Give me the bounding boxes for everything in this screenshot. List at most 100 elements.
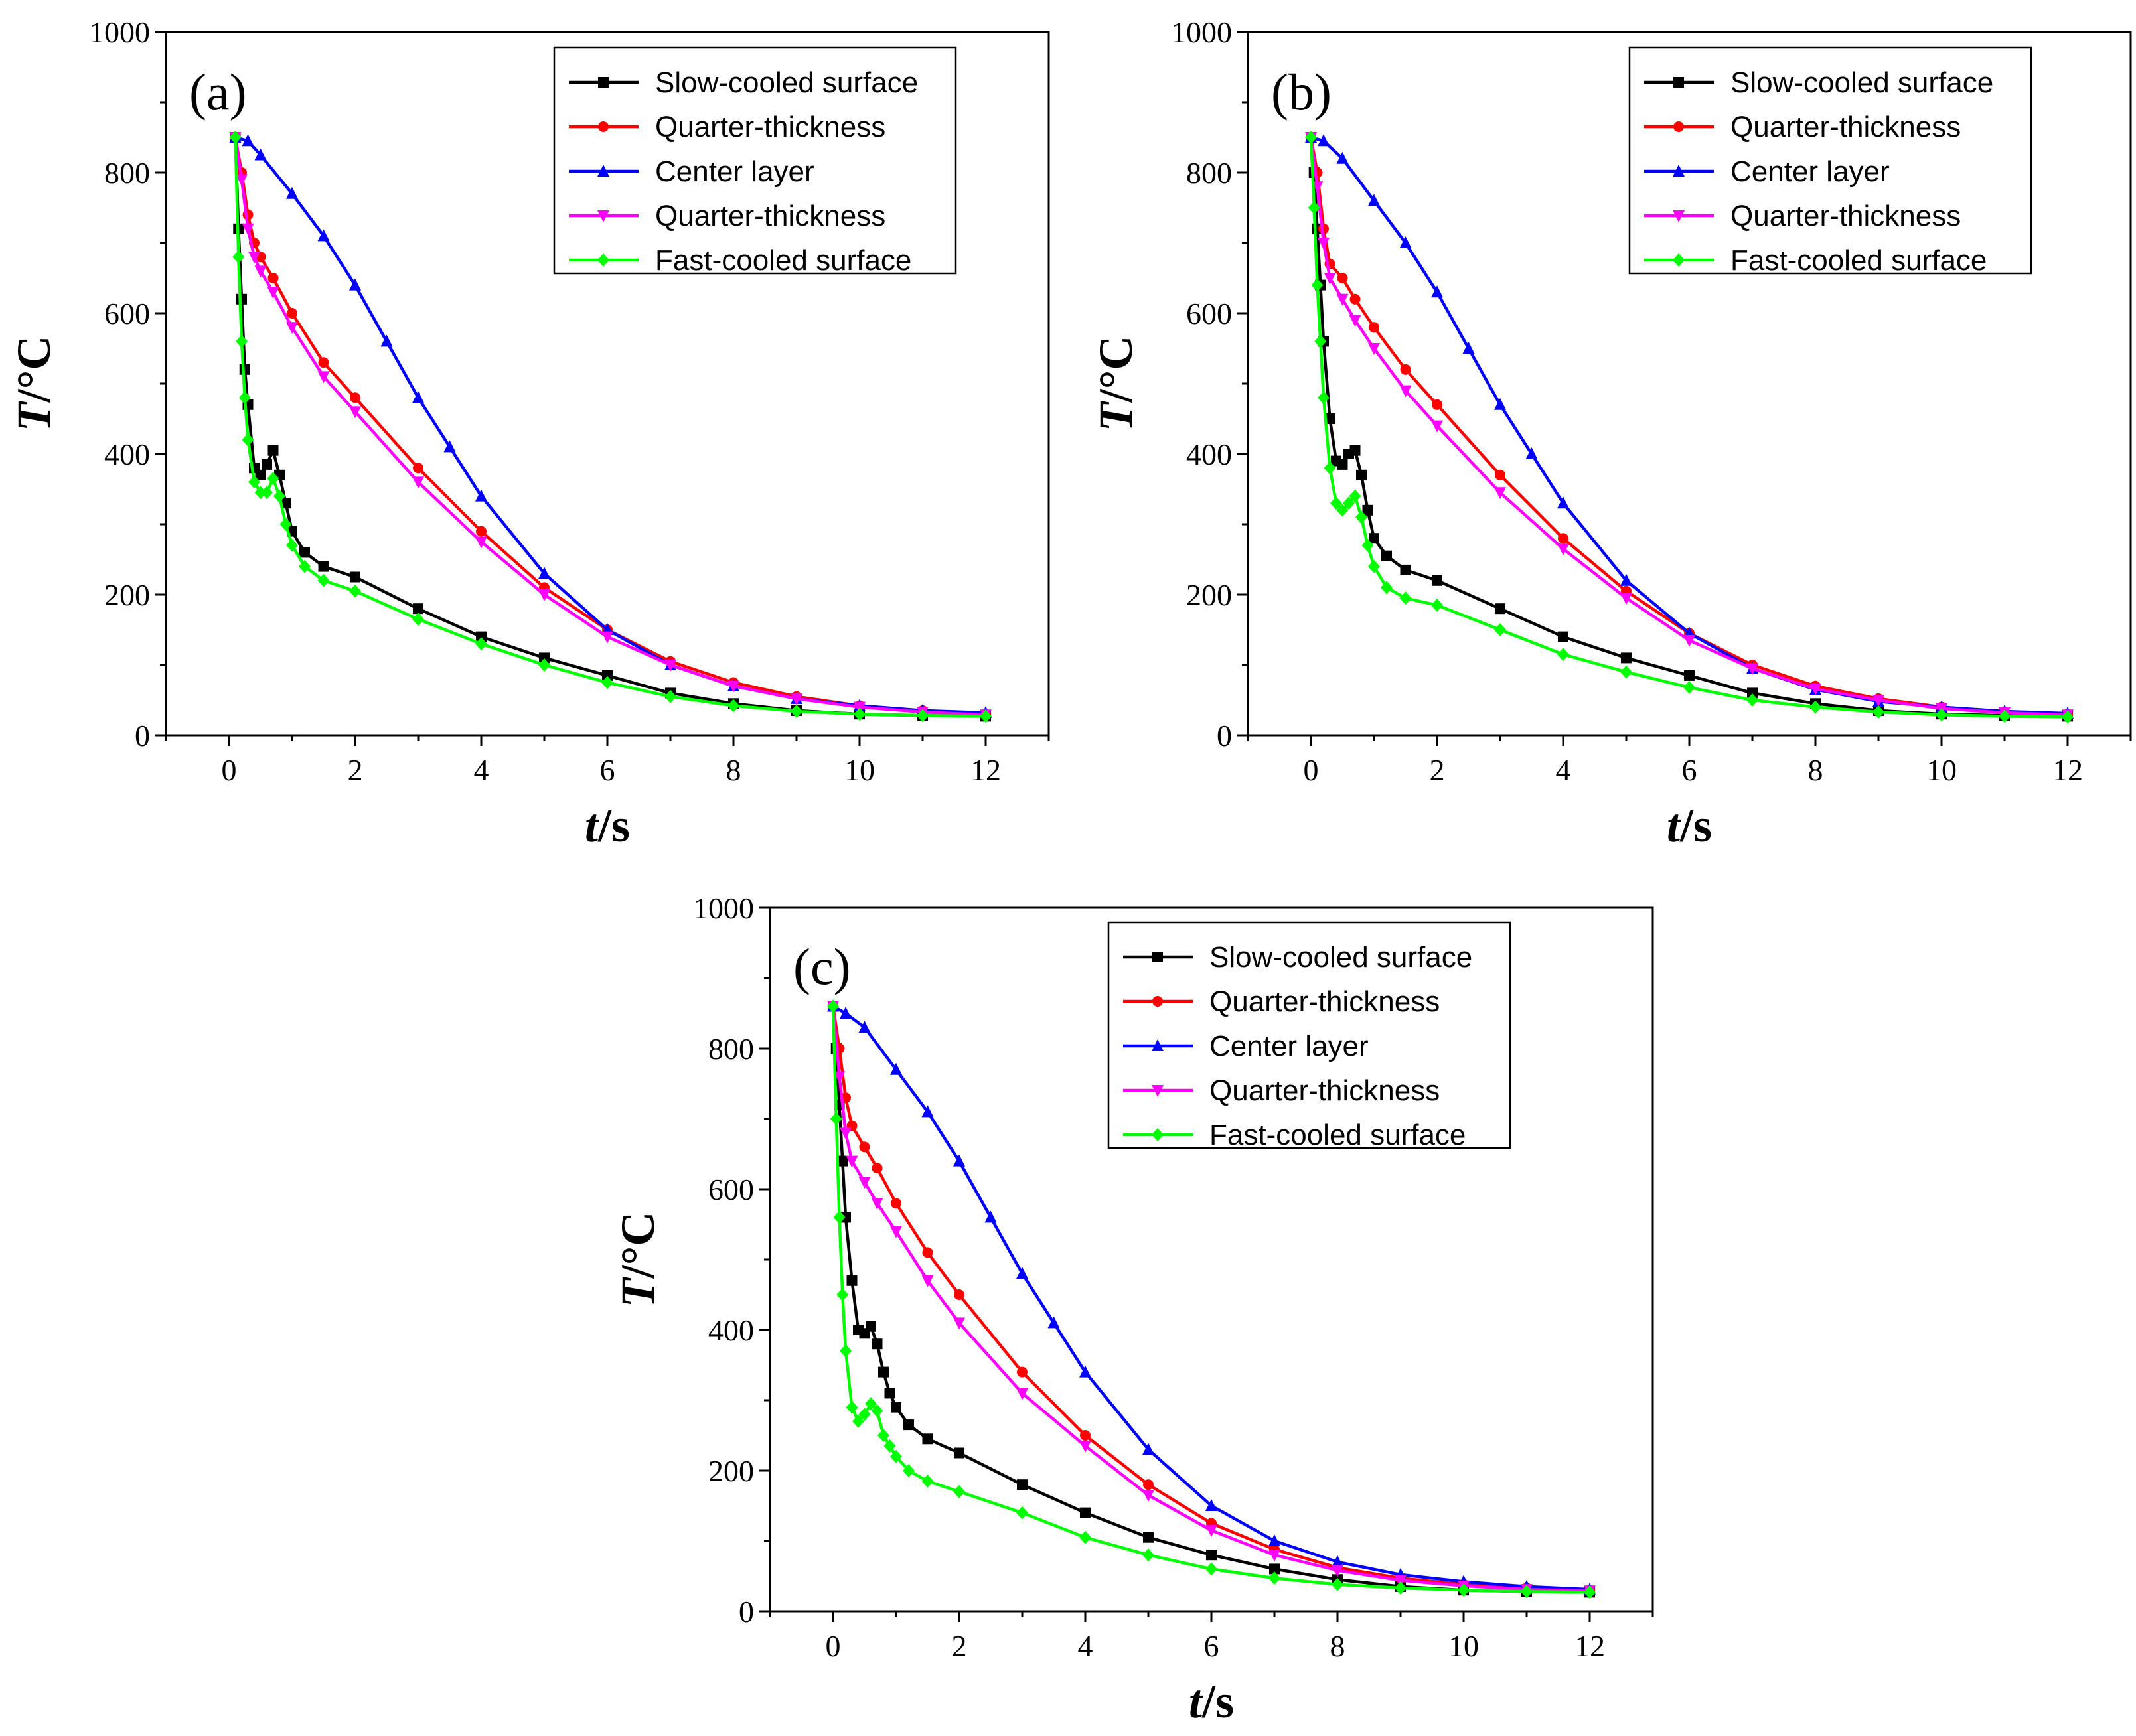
data-point [1324,413,1335,424]
x-axis: 0 2 4 6 8 10 12 [165,735,1050,787]
legend: Slow-cooled surface Quarter-thickness Cent… [1628,46,2032,277]
legend-entry: Fast-cooled surface [1123,1119,1466,1151]
y-axis: 0 200 400 600 800 1000 [1171,15,1248,753]
data-point [286,538,298,552]
data-point [727,699,739,713]
data-point [1336,503,1349,517]
data-point [299,547,310,558]
data-point [317,371,330,384]
legend-label: Fast-cooled surface [1730,244,1987,277]
data-point [1080,1507,1091,1518]
legend-marker [1152,1128,1164,1141]
data-point [1080,1430,1091,1441]
data-point [846,1400,858,1414]
data-point [350,571,360,583]
legend-marker [1673,121,1684,132]
data-point [602,670,613,681]
data-point [1525,447,1538,459]
data-point [827,999,839,1013]
data-point [1343,496,1355,510]
data-point [412,613,424,626]
data-point [1079,1440,1091,1453]
legend-label: Center layer [1209,1030,1369,1062]
data-point [1143,1479,1154,1490]
data-point [1016,1267,1028,1279]
data-point [1337,459,1348,470]
data-point [1399,236,1412,248]
data-point [1142,1490,1154,1502]
y-tick-label: 0 [135,719,150,753]
data-point [254,148,267,161]
data-point [1368,559,1380,573]
data-point [413,603,423,615]
data-point [349,406,361,419]
legend-marker [1152,952,1163,962]
data-point [891,1402,901,1413]
legend-entry: Quarter-thickness [569,111,885,143]
data-point [267,472,279,486]
panel-label: (b) [1271,63,1332,121]
data-point [299,559,311,573]
legend-entry: Quarter-thickness [1123,1074,1440,1107]
data-point [1079,1530,1091,1544]
legend-label: Center layer [1730,155,1890,188]
panel-label: (a) [189,63,247,121]
x-tick-label: 0 [222,753,237,787]
data-point [286,186,298,199]
data-point [254,265,267,278]
data-point [846,1275,858,1286]
data-point [1558,533,1568,544]
data-point [1684,670,1695,681]
data-point [883,1439,896,1453]
data-point [664,660,676,672]
x-tick-label: 8 [1330,1629,1345,1663]
data-point [318,561,329,572]
data-point [1330,496,1342,510]
data-point [903,1419,914,1431]
x-tick-label: 0 [1304,753,1319,787]
data-point [262,459,272,470]
legend: Slow-cooled surface Quarter-thickness Cent… [1107,921,1511,1151]
data-point [350,392,360,403]
y-tick-label: 200 [1186,578,1232,612]
legend-label: Slow-cooled surface [1730,66,1993,99]
data-point [261,486,273,500]
legend-marker [597,210,609,222]
data-point [1349,445,1361,456]
data-point [872,1338,883,1350]
data-point [248,252,260,264]
data-point [476,631,487,642]
legend-marker [1152,1039,1164,1051]
x-axis-unit: /s [597,799,630,852]
data-point [476,526,487,537]
data-point [380,334,393,347]
data-point [1584,1585,1596,1599]
legend-label: Quarter-thickness [1209,985,1440,1018]
x-axis: 0 2 4 6 8 10 12 [769,1611,1654,1663]
x-tick-label: 12 [1574,1629,1605,1663]
series-line [831,1006,1590,1594]
series-3 [827,999,1596,1595]
data-point [1268,1550,1280,1562]
y-axis-unit: /°C [611,1212,664,1279]
data-point [242,134,254,147]
data-point [858,1408,871,1421]
data-point [1431,598,1443,612]
y-tick-label: 200 [104,578,150,612]
data-point [1336,293,1349,306]
data-point [1314,334,1327,348]
data-point [1381,581,1393,595]
y-axis: 0 200 400 600 800 1000 [89,15,166,753]
y-tick-label: 1000 [1171,15,1232,49]
legend-label: Quarter-thickness [1730,111,1961,143]
x-tick-label: 6 [600,753,615,787]
data-point [1047,1316,1060,1329]
x-tick-label: 12 [2052,753,2083,787]
data-point [1269,1563,1280,1575]
data-point [317,573,330,587]
data-point [1557,648,1569,662]
data-point [727,680,739,693]
data-point [1809,700,1821,714]
data-point [475,637,487,651]
data-point [878,1366,889,1378]
